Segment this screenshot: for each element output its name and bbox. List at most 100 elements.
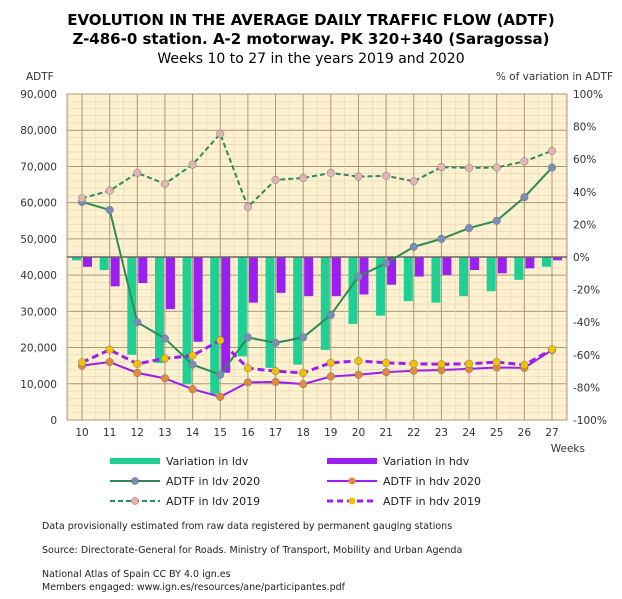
point-adtf-in-hdv-2020 (160, 374, 169, 383)
point-adtf-in-ldv-2019 (271, 175, 280, 184)
point-adtf-in-ldv-2020 (520, 193, 529, 202)
point-adtf-in-hdv-2019 (354, 356, 363, 366)
y-tick-left: 40,000 (20, 270, 57, 282)
bar-hdv-variation (497, 257, 507, 274)
x-axis-label: Weeks (551, 443, 585, 455)
x-tick-label: 19 (324, 427, 337, 439)
x-tick-label: 24 (462, 427, 476, 439)
bar-hdv-variation (553, 257, 562, 261)
point-adtf-in-hdv-2019 (105, 345, 114, 354)
bar-hdv-variation (414, 257, 424, 277)
x-tick-label: 22 (407, 427, 420, 439)
legend: Variation in ldv Variation in hdv ADTF i… (110, 455, 481, 508)
legend-label: Variation in hdv (383, 455, 470, 468)
bar-ldv-variation (72, 257, 81, 261)
point-adtf-in-ldv-2019 (243, 202, 252, 212)
x-tick-label: 10 (75, 427, 88, 439)
point-adtf-in-ldv-2019 (326, 168, 335, 178)
point-adtf-in-ldv-2020 (133, 318, 142, 327)
chart-title: EVOLUTION IN THE AVERAGE DAILY TRAFFIC F… (67, 11, 555, 29)
line-adtf-in-hdv-2019 (81, 338, 553, 375)
y-tick-right: 0% (573, 252, 590, 264)
footer-source: Source: Directorate-General for Roads. M… (42, 545, 462, 556)
bar-hdv-variation (525, 257, 535, 269)
point-adtf-in-ldv-2020 (105, 205, 114, 214)
x-tick-label: 11 (103, 427, 116, 439)
point-adtf-in-hdv-2019 (243, 364, 252, 373)
bar-hdv-variation (276, 257, 286, 293)
plot-area: 0 10,000 20,000 30,000 40,000 50,000 60,000 70,… (20, 89, 607, 439)
bar-ldv-variation (210, 257, 220, 394)
legend-marker (348, 497, 356, 505)
point-adtf-in-hdv-2019 (133, 359, 142, 368)
bar-hdv-variation (110, 257, 120, 287)
point-adtf-in-hdv-2019 (437, 360, 446, 369)
bar-ldv-variation (154, 257, 164, 363)
line-adtf-in-hdv-2020 (81, 349, 553, 398)
point-adtf-in-hdv-2020 (105, 357, 114, 367)
y-tick-right: -100% (573, 415, 607, 427)
bar-ldv-variation (320, 257, 330, 350)
y-tick-right: -80% (573, 382, 600, 394)
point-adtf-in-hdv-2020 (326, 372, 335, 381)
bar-hdv-variation (331, 257, 341, 297)
x-tick-label: 23 (435, 427, 448, 439)
x-tick-label: 20 (352, 427, 365, 439)
x-tick-label: 17 (269, 427, 282, 439)
point-adtf-in-hdv-2020 (299, 380, 308, 389)
bar-ldv-variation (182, 257, 192, 385)
y-tick-right: -60% (573, 350, 600, 362)
chart-period: Weeks 10 to 27 in the years 2019 and 202… (157, 51, 464, 67)
bar-hdv-variation (304, 257, 314, 297)
point-adtf-in-hdv-2019 (492, 357, 501, 367)
bar-hdv-variation (442, 257, 452, 275)
footer-note: Data provisionally estimated from raw da… (42, 521, 452, 532)
legend-swatch-hdv-variation (327, 458, 377, 464)
bar-ldv-variation (265, 257, 275, 368)
point-adtf-in-ldv-2019 (437, 163, 446, 172)
point-adtf-in-ldv-2019 (105, 186, 114, 195)
bar-hdv-variation (138, 257, 148, 284)
point-adtf-in-hdv-2020 (354, 370, 363, 379)
footer-members: Members engaged: www.ign.es/resources/an… (42, 582, 346, 593)
bar-ldv-variation (237, 257, 247, 357)
x-tick-label: 16 (241, 427, 255, 439)
bar-ldv-variation (403, 257, 413, 302)
point-adtf-in-ldv-2020 (326, 310, 335, 320)
point-adtf-in-hdv-2020 (188, 385, 197, 394)
bar-ldv-variation (459, 257, 469, 297)
legend-marker (348, 477, 356, 485)
point-adtf-in-ldv-2020 (437, 234, 446, 243)
legend-label: ADTF in hdv 2019 (383, 495, 481, 508)
legend-swatch-ldv-variation (110, 458, 160, 464)
bar-hdv-variation (165, 257, 175, 310)
x-tick-label: 18 (296, 427, 309, 439)
point-adtf-in-ldv-2019 (133, 168, 142, 178)
point-adtf-in-ldv-2019 (216, 129, 225, 138)
y-tick-right: 100% (573, 89, 603, 101)
point-adtf-in-hdv-2019 (160, 354, 169, 363)
point-adtf-in-hdv-2020 (271, 377, 280, 387)
left-axis-label: ADTF (26, 71, 54, 83)
bar-ldv-variation (293, 257, 303, 365)
legend-label: Variation in ldv (166, 455, 249, 468)
bar-hdv-variation (83, 257, 92, 267)
point-adtf-in-hdv-2019 (188, 351, 197, 360)
y-tick-left: 90,000 (20, 89, 57, 101)
chart-subtitle: Z-486-0 station. A-2 motorway. PK 320+34… (72, 30, 549, 48)
y-tick-right: 80% (573, 122, 596, 134)
point-adtf-in-hdv-2020 (216, 392, 225, 401)
bar-ldv-variation (542, 257, 551, 267)
point-adtf-in-ldv-2020 (299, 333, 308, 342)
point-adtf-in-ldv-2020 (243, 333, 252, 342)
point-adtf-in-ldv-2019 (160, 179, 169, 188)
y-tick-left: 60,000 (20, 198, 57, 210)
x-tick-label: 26 (518, 427, 532, 439)
x-tick-label: 14 (186, 427, 200, 439)
point-adtf-in-ldv-2020 (354, 272, 363, 281)
y-tick-left: 20,000 (20, 343, 57, 355)
x-tick-label: 13 (158, 427, 171, 439)
point-adtf-in-ldv-2020 (271, 338, 280, 347)
